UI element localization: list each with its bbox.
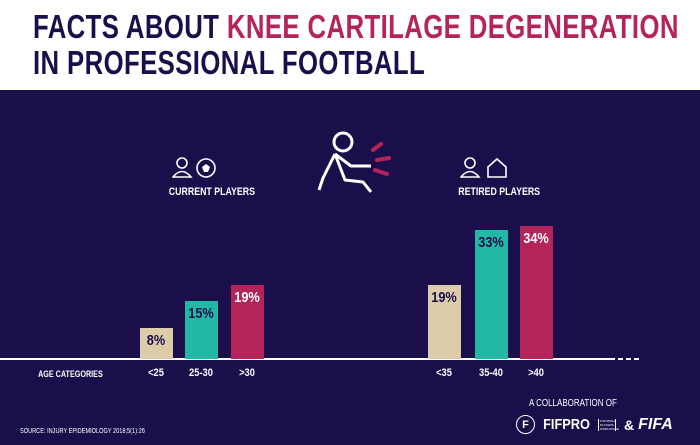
fifpro-emblem-icon: F — [516, 415, 535, 434]
fifpro-logo: F FIFPRO FOOTBALL PLAYERS WORLDWIDE & FI… — [516, 415, 673, 434]
fifpro-subtitle: FOOTBALL PLAYERS WORLDWIDE — [598, 418, 619, 431]
bar-<25 — [140, 327, 173, 359]
bar->40 — [520, 226, 553, 359]
category-tick-label: 35-40 — [479, 367, 503, 379]
chart-area: CURRENT PLAYERS RETIRED PLAYERS AGE CATE… — [0, 90, 700, 445]
player-home-icon — [460, 157, 507, 178]
bar->30 — [231, 284, 264, 359]
retired-players-label: RETIRED PLAYERS — [458, 186, 541, 198]
title-part-1: FACTS ABOUT — [33, 8, 227, 45]
category-tick-label: 25-30 — [189, 367, 213, 379]
source-citation: SOURCE: INJURY EPIDEMIOLOGY 2018;5(1):26 — [20, 428, 145, 435]
x-axis-label: AGE CATEGORIES — [38, 369, 103, 379]
player-football-icon — [172, 157, 216, 178]
current-players-label: CURRENT PLAYERS — [168, 186, 256, 198]
title-line-1: FACTS ABOUT KNEE CARTILAGE DEGENERATION — [33, 8, 679, 46]
bar-value-label: 8% — [146, 331, 166, 349]
header: FACTS ABOUT KNEE CARTILAGE DEGENERATION … — [0, 0, 700, 90]
bar-value-label: 19% — [234, 288, 260, 306]
ampersand: & — [624, 416, 635, 433]
bar-value-label: 34% — [523, 230, 549, 248]
bar-35-40 — [475, 230, 508, 359]
title-highlight: KNEE CARTILAGE DEGENERATION — [226, 8, 679, 45]
category-tick-label: <35 — [436, 367, 452, 379]
collaboration-label: A COLLABORATION OF — [528, 398, 617, 409]
category-tick-label: >30 — [239, 367, 255, 379]
axis-break-dashes — [618, 358, 640, 360]
x-axis-line — [0, 358, 615, 360]
knee-injury-icon — [317, 131, 391, 193]
bar-value-label: 15% — [188, 304, 214, 322]
bar-value-label: 19% — [431, 288, 457, 306]
bar-25-30 — [185, 300, 218, 359]
bar-value-label: 33% — [478, 234, 504, 252]
fifpro-wordmark: FIFPRO — [543, 416, 590, 433]
fifa-logo: FIFA — [638, 415, 673, 433]
category-tick-label: <25 — [148, 367, 164, 379]
bar-<35 — [428, 284, 461, 359]
title-line-2: IN PROFESSIONAL FOOTBALL — [33, 44, 426, 81]
category-tick-label: >40 — [528, 367, 544, 379]
